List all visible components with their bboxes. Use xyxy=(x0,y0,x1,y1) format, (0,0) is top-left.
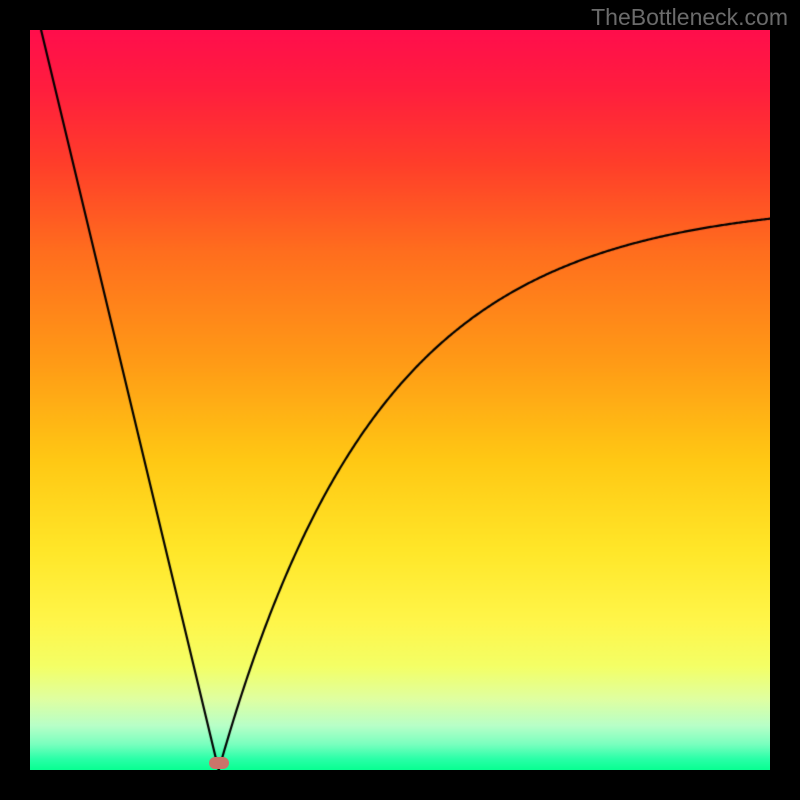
optimum-marker xyxy=(209,757,229,769)
chart-container: TheBottleneck.com xyxy=(0,0,800,800)
plot-area xyxy=(30,30,770,770)
watermark-brand-label: TheBottleneck.com xyxy=(591,4,788,31)
bottleneck-curve xyxy=(30,30,770,770)
